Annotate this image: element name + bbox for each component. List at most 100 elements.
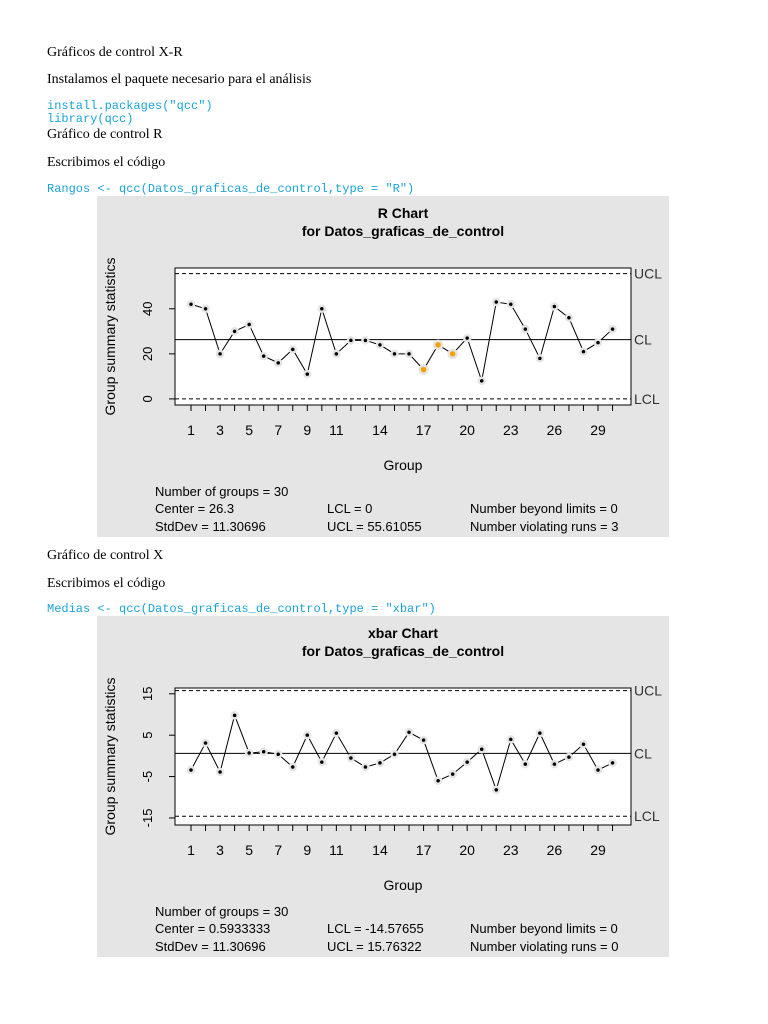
data-point	[288, 345, 297, 354]
data-point	[608, 324, 617, 334]
data-point	[433, 776, 443, 785]
data-point	[593, 338, 603, 347]
data-point	[564, 752, 574, 762]
control-limit-label: LCL	[634, 391, 660, 407]
paragraph: Instalamos el paquete necesario para el …	[47, 72, 311, 87]
x-axis-label: Group	[384, 457, 423, 473]
paragraph: Gráfico de control R	[47, 127, 163, 142]
data-point	[288, 762, 297, 772]
data-point	[608, 758, 617, 768]
x-tick-label: 20	[459, 422, 475, 438]
x-tick-label: 11	[329, 842, 344, 858]
x-tick-label: 23	[503, 422, 519, 438]
x-tick-label: 17	[416, 422, 432, 438]
stat-text: Number of groups = 30	[155, 484, 288, 499]
data-point	[462, 757, 472, 767]
data-point	[447, 348, 458, 360]
chart: xbar Chart for Datos_graficas_de_control -…	[97, 616, 669, 957]
stat-text: Number violating runs = 0	[470, 939, 619, 954]
data-point	[404, 728, 414, 737]
data-point	[375, 758, 385, 768]
x-tick-label: 9	[303, 842, 311, 858]
stat-text: Number beyond limits = 0	[470, 501, 618, 516]
y-tick-label: -5	[140, 771, 155, 783]
data-point	[273, 358, 283, 368]
data-point	[317, 304, 327, 314]
data-point	[201, 304, 210, 314]
x-tick-label: 9	[303, 422, 311, 438]
data-point	[550, 759, 559, 769]
stat-text: Number violating runs = 3	[470, 519, 619, 534]
data-point	[259, 351, 268, 361]
data-point	[346, 753, 356, 763]
chart-title: xbar Chart	[368, 625, 438, 641]
x-tick-label: 7	[274, 842, 282, 858]
data-point	[230, 711, 239, 720]
data-point	[244, 320, 254, 329]
stat-text: Center = 0.5933333	[155, 921, 270, 936]
data-point	[477, 376, 486, 386]
x-tick-label: 1	[187, 422, 195, 438]
chart-subtitle: for Datos_graficas_de_control	[302, 223, 504, 239]
data-point	[390, 349, 399, 359]
data-point	[564, 313, 574, 323]
data-point	[492, 297, 501, 307]
x-tick-label: 3	[216, 842, 224, 858]
paragraph: Gráfico de control X	[47, 548, 163, 563]
data-point	[215, 349, 225, 359]
stat-text: UCL = 55.61055	[327, 519, 422, 534]
data-point	[186, 300, 196, 309]
data-point	[230, 327, 239, 336]
data-point	[492, 785, 501, 795]
x-tick-label: 14	[372, 422, 388, 438]
x-tick-label: 7	[274, 422, 282, 438]
data-point	[419, 735, 428, 745]
data-point	[506, 300, 516, 309]
x-tick-label: 23	[503, 842, 519, 858]
stat-text: Number beyond limits = 0	[470, 921, 618, 936]
paragraph: Gráficos de control X-R	[47, 45, 183, 60]
y-tick-label: -15	[140, 809, 155, 828]
data-point	[273, 749, 283, 759]
data-point	[535, 354, 545, 363]
data-point	[535, 728, 545, 738]
data-point	[332, 349, 341, 359]
data-point	[418, 364, 429, 375]
y-axis-label: Group summary statistics	[102, 258, 118, 416]
stat-text: StdDev = 11.30696	[155, 939, 266, 954]
data-point	[404, 349, 414, 359]
y-axis-label: Group summary statistics	[102, 678, 118, 836]
data-point	[579, 347, 588, 356]
data-point	[215, 767, 225, 777]
data-point	[361, 336, 370, 345]
y-tick-label: 20	[140, 347, 155, 361]
plot-area	[174, 687, 632, 826]
data-point	[593, 765, 603, 775]
data-point	[244, 748, 254, 758]
stat-text: StdDev = 11.30696	[155, 519, 266, 534]
x-tick-label: 3	[216, 422, 224, 438]
control-limit-label: UCL	[634, 683, 662, 699]
data-point	[361, 762, 370, 772]
data-point	[259, 747, 268, 756]
data-point	[521, 324, 530, 334]
data-point	[346, 336, 356, 345]
y-tick-label: 0	[140, 395, 155, 402]
stat-text: LCL = -14.57655	[327, 921, 424, 936]
data-point	[201, 738, 210, 748]
code-line: Rangos <- qcc(Datos_graficas_de_control,…	[47, 182, 414, 196]
stat-text: LCL = 0	[327, 501, 372, 516]
control-limit-label: CL	[634, 332, 652, 348]
y-tick-label: 15	[140, 687, 155, 701]
x-tick-label: 26	[547, 422, 563, 438]
control-limit-label: CL	[634, 745, 652, 761]
stat-text: Number of groups = 30	[155, 904, 288, 919]
data-point	[462, 333, 472, 343]
x-tick-label: 20	[459, 842, 475, 858]
x-tick-label: 26	[547, 842, 563, 858]
stat-text: Center = 26.3	[155, 501, 234, 516]
x-tick-label: 17	[416, 842, 432, 858]
control-limit-label: UCL	[634, 266, 662, 282]
